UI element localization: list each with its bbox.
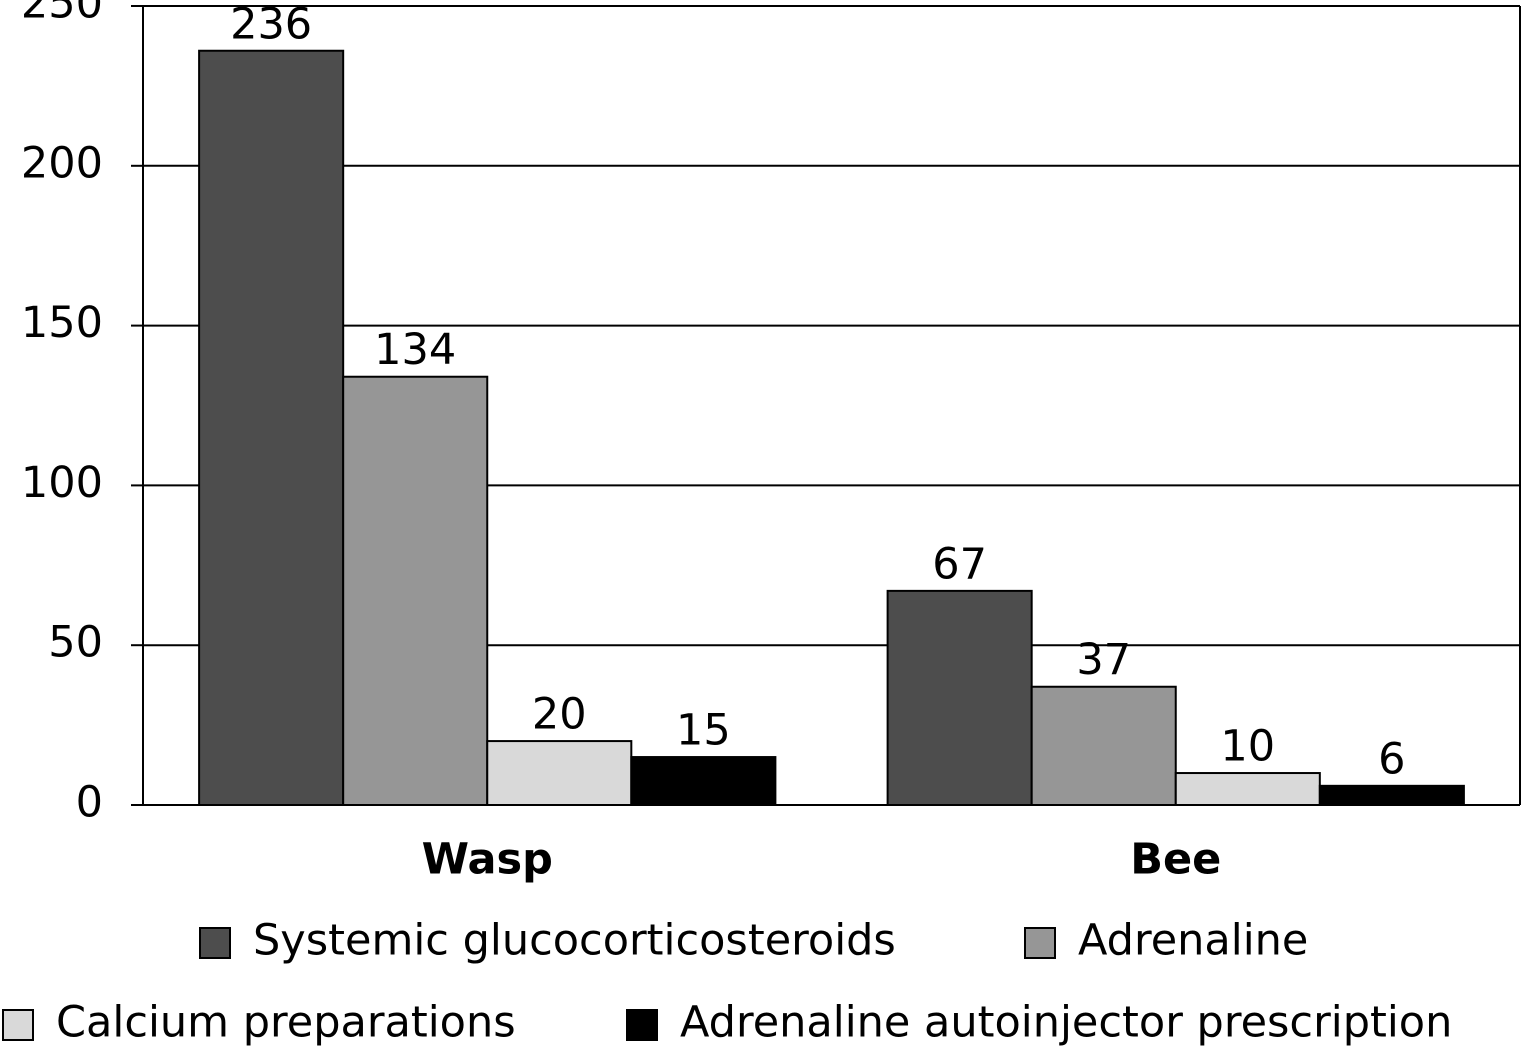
value-label: 67 [932, 539, 987, 589]
legend-swatch [626, 1009, 658, 1041]
bar [1318, 784, 1465, 806]
legend-label: Calcium preparations [56, 998, 516, 1048]
y-tick-label: 0 [76, 778, 103, 828]
y-tick-label: 250 [21, 0, 103, 29]
bar [886, 589, 1033, 806]
y-tick-label: 150 [21, 298, 103, 348]
bar [342, 375, 489, 806]
y-tick-label: 200 [21, 138, 103, 188]
legend-swatch [2, 1009, 34, 1041]
value-label: 20 [532, 690, 587, 740]
bar [1030, 685, 1177, 806]
bar [630, 756, 777, 806]
legend-swatch [1024, 927, 1056, 959]
value-label: 134 [374, 325, 456, 375]
y-tick-label: 50 [48, 618, 103, 668]
value-label: 236 [230, 0, 312, 49]
value-label: 10 [1220, 722, 1275, 772]
x-tick-label: Wasp [422, 835, 553, 885]
legend-label: Adrenaline autoinjector prescription [680, 998, 1452, 1048]
y-tick-label: 100 [21, 458, 103, 508]
legend-label: Systemic glucocorticosteroids [253, 916, 896, 966]
bar [486, 740, 633, 807]
value-label: 37 [1076, 635, 1131, 685]
bar [198, 49, 345, 806]
bar [1174, 772, 1321, 806]
legend-swatch [199, 927, 231, 959]
value-label: 15 [676, 706, 731, 756]
x-tick-label: Bee [1130, 835, 1221, 885]
value-label: 6 [1378, 734, 1405, 784]
legend-label: Adrenaline [1078, 916, 1308, 966]
